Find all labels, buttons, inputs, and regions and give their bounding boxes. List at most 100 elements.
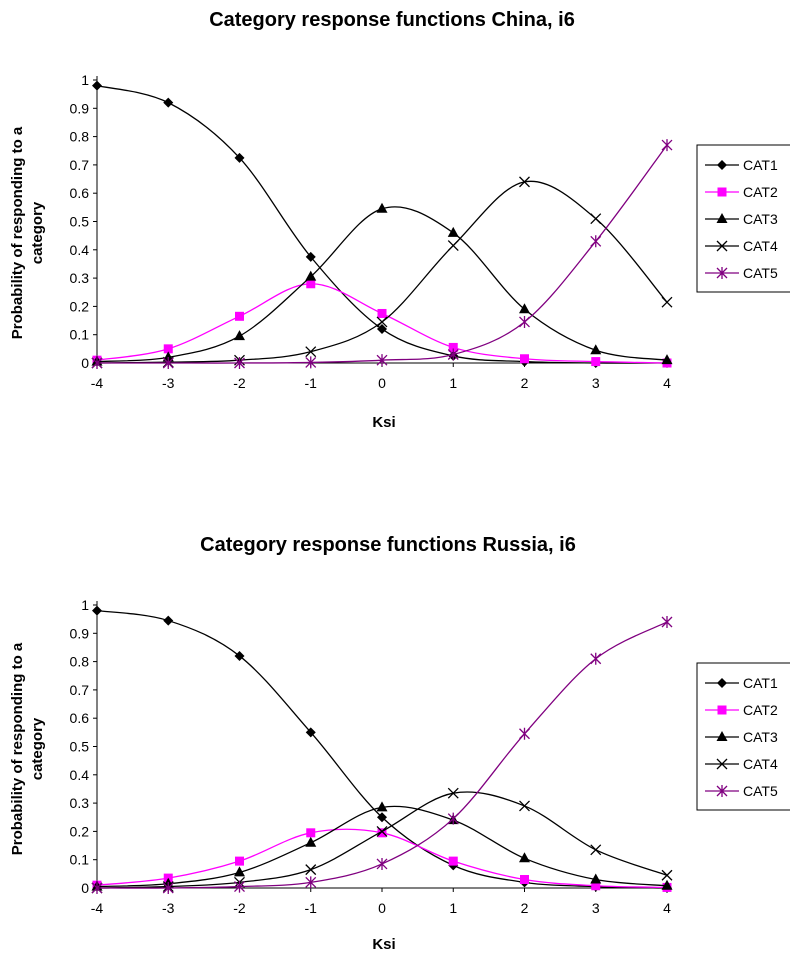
legend-item-cat3: CAT3 (705, 729, 778, 745)
x-tick-label: -2 (233, 900, 246, 916)
data-point (163, 344, 173, 354)
y-tick-label: 0.7 (70, 157, 90, 173)
data-point (92, 605, 102, 616)
data-point (447, 226, 459, 237)
data-point (376, 202, 388, 213)
legend-marker (716, 731, 728, 741)
data-point (661, 139, 673, 152)
data-point (162, 882, 174, 894)
data-point (91, 357, 103, 369)
data-point (447, 787, 459, 799)
series-line (96, 144, 668, 364)
legend-item-cat1: CAT1 (705, 157, 778, 173)
data-point (591, 357, 601, 367)
data-point (92, 80, 102, 91)
legend-label: CAT5 (743, 265, 778, 281)
plot-area (91, 80, 673, 369)
data-point (305, 356, 317, 369)
data-point (590, 873, 602, 884)
data-point (376, 801, 388, 812)
legend-marker (716, 267, 728, 279)
series-line (96, 283, 668, 364)
data-point (234, 880, 245, 893)
data-point (661, 296, 673, 308)
legend-marker (717, 160, 727, 170)
data-point (661, 869, 673, 881)
data-point (520, 875, 529, 885)
y-tick-label: 0.7 (70, 682, 90, 698)
data-point (520, 354, 529, 364)
data-point (519, 176, 530, 188)
data-point (306, 279, 316, 289)
series-line (96, 180, 668, 364)
series-cat5 (91, 139, 673, 369)
legend-label: CAT3 (743, 211, 778, 227)
legend-label: CAT1 (743, 157, 778, 173)
y-tick-label: 0 (81, 880, 89, 896)
data-point (519, 727, 530, 740)
legend-item-cat4: CAT4 (705, 756, 778, 772)
data-point (661, 354, 673, 365)
data-point (305, 251, 316, 262)
y-tick-label: 0.6 (70, 185, 90, 201)
data-point (447, 812, 459, 825)
x-tick-label: 1 (449, 375, 457, 391)
plot-area (91, 605, 673, 894)
x-tick-label: 2 (521, 375, 529, 391)
data-point (306, 828, 316, 838)
data-point (519, 315, 530, 328)
legend-marker (717, 678, 727, 688)
series-line (96, 610, 668, 889)
legend-item-cat3: CAT3 (705, 211, 778, 227)
legend-label: CAT1 (743, 675, 778, 691)
y-axis-label-line1: Probability of responding to a (9, 126, 26, 339)
y-tick-label: 0.5 (70, 214, 90, 230)
tick-labels: 0 0.1 0.2 0.3 0.4 0.5 0.6 0.7 0.8 0.9 1 -4 -3 -2 -1 0 1 2… (70, 597, 672, 916)
data-point (234, 152, 245, 163)
chart-title: Category response functions China, i6 (209, 9, 575, 31)
series-cat5 (91, 615, 673, 894)
x-tick-label: -1 (305, 900, 318, 916)
legend: CAT1 CAT2 CAT3 CAT4 CAT5 (696, 144, 790, 293)
data-point (163, 97, 174, 108)
legend-item-cat2: CAT2 (705, 184, 778, 200)
x-tick-label: 0 (378, 375, 386, 391)
y-tick-label: 0.3 (70, 795, 90, 811)
legend: CAT1 CAT2 CAT3 CAT4 CAT5 (696, 662, 790, 811)
y-axis-label: Probability of responding to a category (9, 642, 46, 855)
data-point (305, 346, 317, 358)
series-line (96, 206, 668, 363)
y-tick-label: 0.9 (70, 625, 90, 641)
y-tick-label: 0.3 (70, 270, 90, 286)
data-point (234, 330, 245, 341)
data-point (376, 354, 388, 367)
data-point (234, 650, 245, 661)
legend-item-cat1: CAT1 (705, 675, 778, 691)
chart-russia: Category response functions Russia, i6 P… (9, 534, 790, 953)
series-line (96, 85, 668, 364)
y-tick-label: 0.9 (70, 100, 90, 116)
legend-marker (717, 705, 727, 715)
data-point (305, 864, 317, 876)
legend-item-cat4: CAT4 (705, 238, 778, 254)
y-tick-label: 1 (81, 597, 89, 613)
data-point (376, 316, 388, 328)
legend-item-cat5: CAT5 (705, 783, 778, 799)
series-line (96, 621, 668, 889)
y-tick-label: 0.8 (70, 654, 90, 670)
x-tick-label: -1 (305, 375, 318, 391)
data-point (590, 213, 602, 225)
y-axis-label-line2: category (29, 201, 46, 264)
data-point (91, 882, 103, 894)
y-axis-label-line2: category (29, 717, 46, 780)
data-point (305, 727, 316, 738)
chart-china: Category response functions China, i6 Pr… (9, 9, 790, 431)
legend-marker (716, 213, 728, 223)
y-tick-label: 0.1 (70, 327, 90, 343)
x-tick-label: -3 (162, 900, 175, 916)
x-axis-label: Ksi (372, 414, 395, 431)
x-tick-label: -3 (162, 375, 175, 391)
data-point (377, 812, 387, 823)
legend-item-cat5: CAT5 (705, 265, 778, 281)
legend-marker (716, 758, 728, 770)
